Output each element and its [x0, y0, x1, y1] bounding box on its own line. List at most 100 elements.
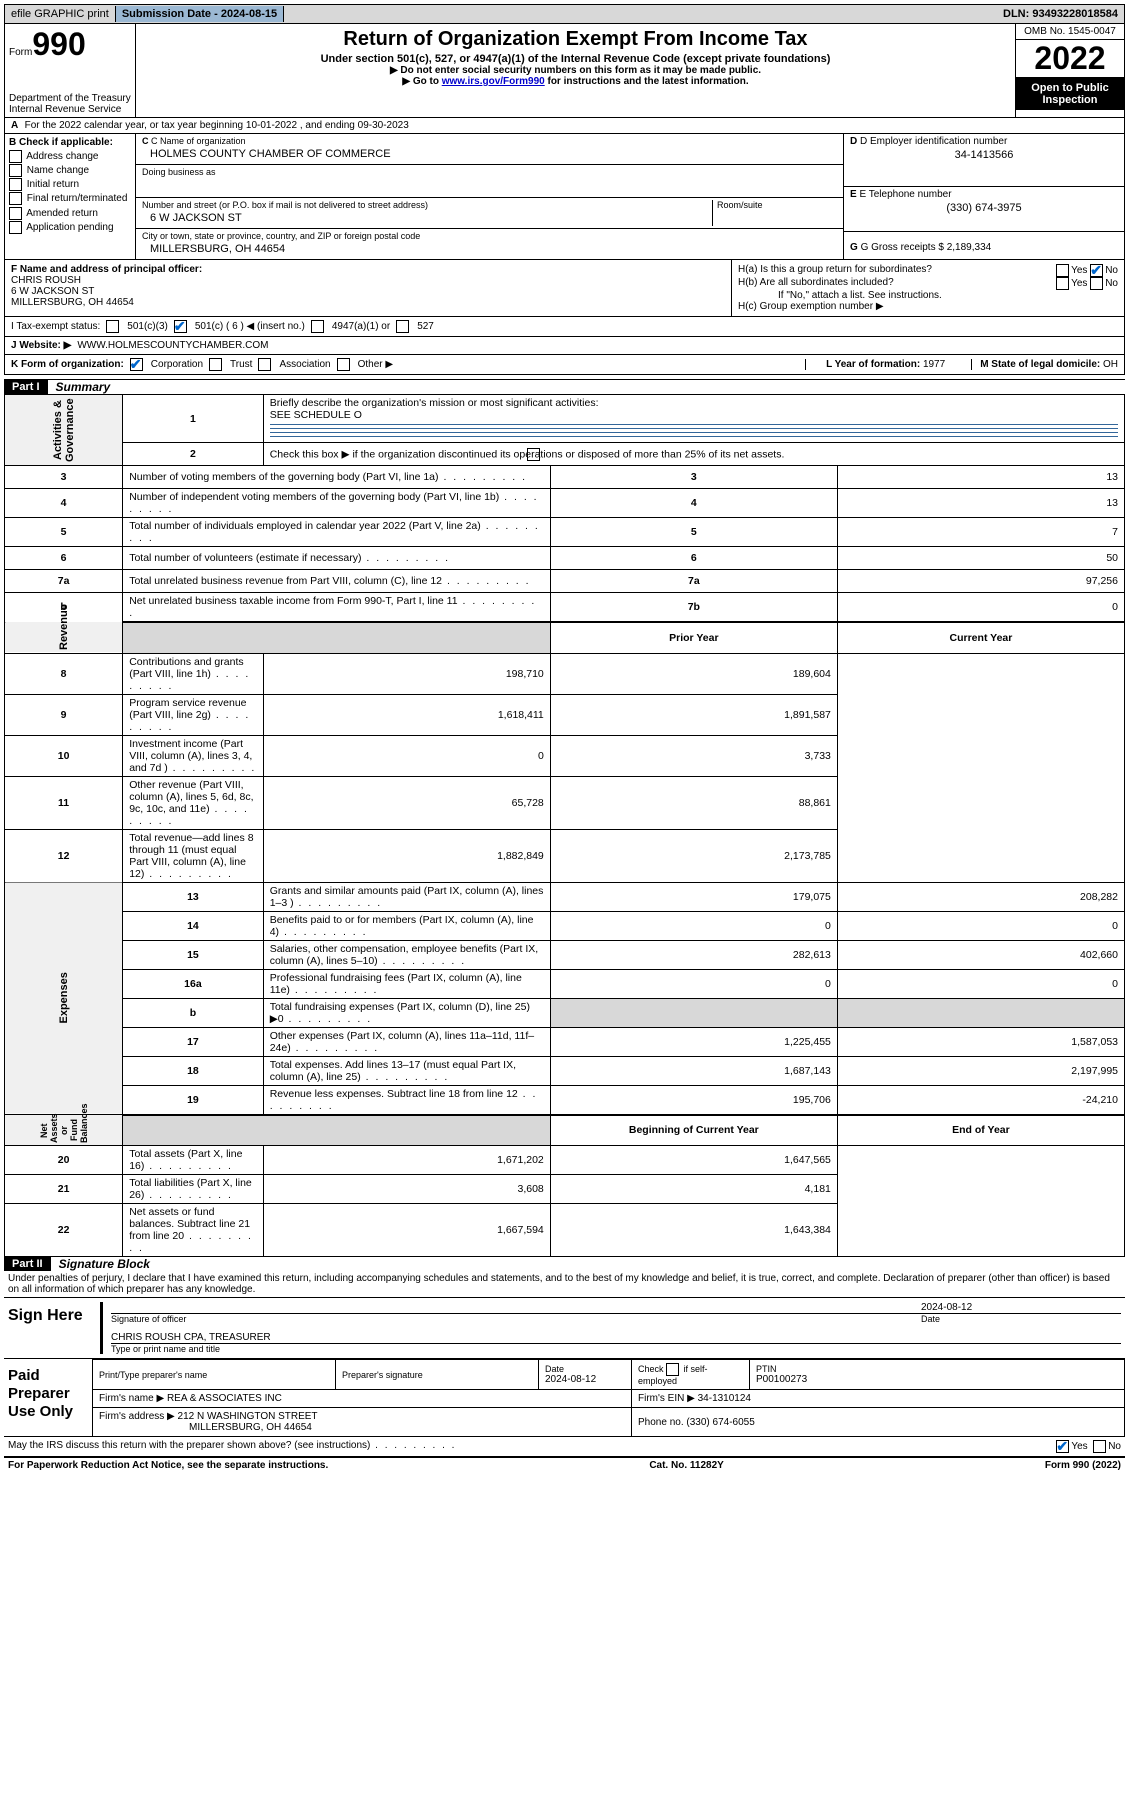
prior-year-header: Prior Year — [550, 622, 837, 653]
sig-label: Signature of officer — [111, 1314, 921, 1324]
open-public-badge: Open to Public Inspection — [1016, 78, 1124, 110]
opt-corp: Corporation — [151, 359, 203, 370]
opt-other: Other ▶ — [358, 359, 393, 370]
line-a-label: A — [11, 120, 18, 131]
table-row: 4Number of independent voting members of… — [5, 489, 1125, 518]
submission-date-button[interactable]: Submission Date - 2024-08-15 — [116, 6, 284, 22]
table-row: 12Total revenue—add lines 8 through 11 (… — [5, 829, 1125, 882]
ptin-value: P00100273 — [756, 1374, 1118, 1385]
hb-note: If "No," attach a list. See instructions… — [738, 290, 1118, 301]
table-row: 6Total number of volunteers (estimate if… — [5, 547, 1125, 570]
phone-label: E E Telephone number — [850, 189, 1118, 200]
table-row: 3Number of voting members of the governi… — [5, 466, 1125, 489]
row-fh: F Name and address of principal officer:… — [4, 260, 1125, 317]
prep-date: 2024-08-12 — [545, 1374, 625, 1385]
sign-here-label: Sign Here — [4, 1298, 92, 1358]
firm-phone: (330) 674-6055 — [686, 1417, 754, 1428]
form-title: Return of Organization Exempt From Incom… — [138, 28, 1013, 51]
website-label: J Website: ▶ — [11, 340, 71, 351]
form-number: 990 — [32, 26, 85, 62]
table-row: bTotal fundraising expenses (Part IX, co… — [5, 998, 1125, 1027]
table-row: 15Salaries, other compensation, employee… — [5, 940, 1125, 969]
declaration: Under penalties of perjury, I declare th… — [4, 1271, 1125, 1298]
box-f: F Name and address of principal officer:… — [5, 260, 732, 316]
top-bar: efile GRAPHIC print Submission Date - 20… — [4, 4, 1125, 24]
sign-here-row: Sign Here 2024-08-12 Signature of office… — [4, 1298, 1125, 1359]
mission-value: SEE SCHEDULE O — [270, 409, 362, 421]
box-b-item[interactable]: Name change — [9, 164, 131, 178]
table-row: 8Contributions and grants (Part VIII, li… — [5, 653, 1125, 694]
discuss-row: May the IRS discuss this return with the… — [4, 1437, 1125, 1458]
sign-date: 2024-08-12 — [921, 1302, 1121, 1313]
table-row: 20Total assets (Part X, line 16)1,671,20… — [5, 1146, 1125, 1175]
officer-label: F Name and address of principal officer: — [11, 264, 725, 275]
table-row: 11Other revenue (Part VIII, column (A), … — [5, 776, 1125, 829]
line2: Check this box ▶ if the organization dis… — [263, 443, 1124, 466]
sub3-pre: ▶ Go to — [402, 76, 441, 87]
side-netassets: Net Assets or Fund Balances — [5, 1115, 123, 1146]
dln-label: DLN: 93493228018584 — [997, 6, 1124, 22]
na-spacer — [123, 1115, 551, 1146]
line-a-text: For the 2022 calendar year, or tax year … — [25, 120, 409, 131]
summary-table: Activities & Governance 1 Briefly descri… — [4, 394, 1125, 1257]
527-checkbox[interactable] — [396, 320, 409, 333]
table-row: 7aTotal unrelated business revenue from … — [5, 570, 1125, 593]
box-b-header: B Check if applicable: — [9, 136, 131, 150]
efile-label[interactable]: efile GRAPHIC print — [5, 6, 116, 22]
ha-label: H(a) Is this a group return for subordin… — [738, 264, 1056, 277]
rev-spacer — [123, 622, 551, 653]
box-h: H(a) Is this a group return for subordin… — [732, 260, 1124, 316]
tax-year: 2022 — [1016, 40, 1124, 78]
trust-checkbox[interactable] — [209, 358, 222, 371]
table-row: 10Investment income (Part VIII, column (… — [5, 735, 1125, 776]
header-sub1: Under section 501(c), 527, or 4947(a)(1)… — [138, 53, 1013, 65]
assoc-checkbox[interactable] — [258, 358, 271, 371]
phone-value: (330) 674-3975 — [850, 200, 1118, 216]
501c3-checkbox[interactable] — [106, 320, 119, 333]
discuss-yes[interactable]: Yes No — [1056, 1440, 1121, 1453]
hb-label: H(b) Are all subordinates included? — [738, 277, 1056, 290]
addr-label: Number and street (or P.O. box if mail i… — [142, 200, 712, 210]
end-year-header: End of Year — [837, 1115, 1124, 1146]
sign-main: 2024-08-12 Signature of officerDate CHRI… — [92, 1298, 1125, 1358]
opt-501c3: 501(c)(3) — [127, 321, 168, 332]
4947-checkbox[interactable] — [311, 320, 324, 333]
street-address: 6 W JACKSON ST — [142, 210, 712, 226]
row-klm: K Form of organization: Corporation Trus… — [4, 355, 1125, 375]
part-ii-header: Part II Signature Block — [4, 1257, 1125, 1271]
side-governance: Activities & Governance — [5, 395, 123, 466]
other-checkbox[interactable] — [337, 358, 350, 371]
firm-name-label: Firm's name ▶ — [99, 1393, 164, 1404]
box-b-item[interactable]: Address change — [9, 150, 131, 164]
box-b-item[interactable]: Initial return — [9, 178, 131, 192]
part-ii-title: Signature Block — [51, 1257, 150, 1271]
opt-4947: 4947(a)(1) or — [332, 321, 390, 332]
header-left: Form990 Department of the Treasury Inter… — [5, 24, 136, 117]
officer-addr1: 6 W JACKSON ST — [11, 286, 725, 297]
table-row: Expenses13Grants and similar amounts pai… — [5, 882, 1125, 911]
city-state-zip: MILLERSBURG, OH 44654 — [142, 241, 837, 257]
gross-value: 2,189,334 — [947, 242, 992, 253]
table-row: 21Total liabilities (Part X, line 26)3,6… — [5, 1175, 1125, 1204]
table-row: 22Net assets or fund balances. Subtract … — [5, 1204, 1125, 1257]
firm-phone-label: Phone no. — [638, 1417, 684, 1428]
ein-value: 34-1413566 — [850, 147, 1118, 163]
irs-link[interactable]: www.irs.gov/Form990 — [442, 76, 545, 87]
officer-addr2: MILLERSBURG, OH 44654 — [11, 297, 725, 308]
box-b-item[interactable]: Application pending — [9, 221, 131, 235]
box-b-item[interactable]: Final return/terminated — [9, 192, 131, 206]
paid-preparer-label: Paid Preparer Use Only — [4, 1359, 92, 1436]
lineno: 1 — [123, 395, 263, 443]
501c-checkbox[interactable] — [174, 320, 187, 333]
table-row: 5Total number of individuals employed in… — [5, 518, 1125, 547]
ha-yes[interactable]: Yes No — [1056, 264, 1118, 277]
hb-yes[interactable]: Yes No — [1056, 277, 1118, 290]
header-sub2: ▶ Do not enter social security numbers o… — [138, 65, 1013, 76]
box-b-item[interactable]: Amended return — [9, 207, 131, 221]
corp-checkbox[interactable] — [130, 358, 143, 371]
paperwork-notice: For Paperwork Reduction Act Notice, see … — [8, 1460, 328, 1471]
gross-label: G Gross receipts $ — [861, 242, 944, 253]
row-i: I Tax-exempt status: 501(c)(3) 501(c) ( … — [4, 317, 1125, 337]
opt-trust: Trust — [230, 359, 252, 370]
website-value: WWW.HOLMESCOUNTYCHAMBER.COM — [77, 340, 268, 351]
